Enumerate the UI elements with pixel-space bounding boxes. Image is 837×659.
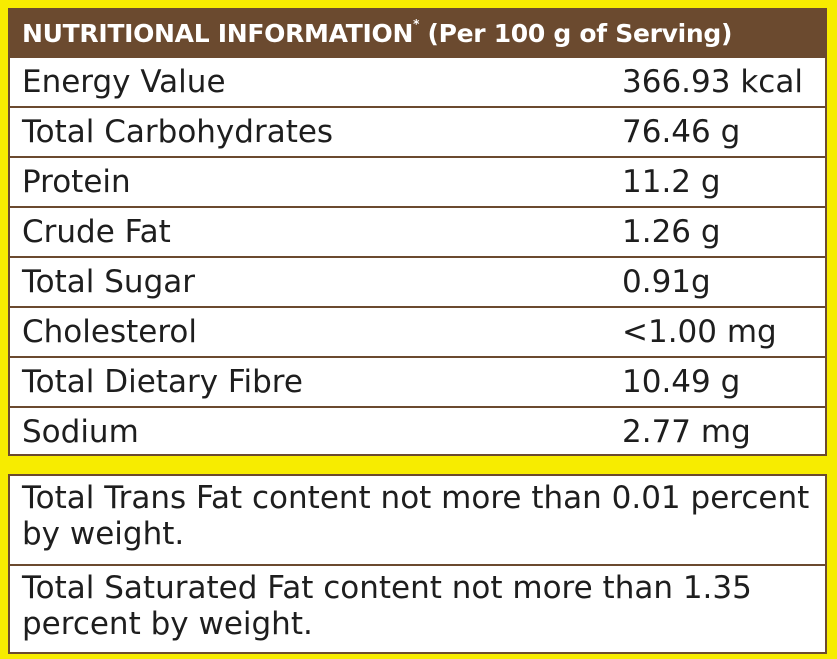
nutrient-name: Cholesterol: [22, 314, 197, 350]
table-row: Sodium 2.77 mg: [10, 406, 825, 456]
nutrient-value: 1.26 g: [622, 214, 721, 250]
nutrient-value: <1.00 mg: [622, 314, 777, 350]
table-row: Energy Value 366.93 kcal: [10, 56, 825, 106]
nutrition-table: NUTRITIONAL INFORMATION * (Per 100 g of S…: [8, 8, 827, 456]
nutrient-name: Protein: [22, 164, 131, 200]
nutrient-value: 10.49 g: [622, 364, 741, 400]
asterisk: *: [413, 17, 420, 31]
nutrient-name: Total Sugar: [22, 264, 195, 300]
table-subtitle: (Per 100 g of Serving): [427, 18, 733, 48]
nutrient-value: 11.2 g: [622, 164, 721, 200]
fat-notes-box: Total Trans Fat content not more than 0.…: [8, 474, 827, 654]
table-row: Total Carbohydrates 76.46 g: [10, 106, 825, 156]
nutrient-value: 366.93 kcal: [622, 64, 803, 100]
table-header: NUTRITIONAL INFORMATION * (Per 100 g of S…: [10, 10, 825, 56]
table-row: Cholesterol <1.00 mg: [10, 306, 825, 356]
nutrient-value: 76.46 g: [622, 114, 741, 150]
nutrient-value: 2.77 mg: [622, 414, 751, 450]
table-title: NUTRITIONAL INFORMATION: [22, 18, 414, 48]
trans-fat-note: Total Trans Fat content not more than 0.…: [22, 480, 810, 552]
nutrient-value: 0.91g: [622, 264, 711, 300]
nutrient-name: Sodium: [22, 414, 139, 450]
saturated-fat-note: Total Saturated Fat content not more tha…: [10, 564, 825, 652]
table-row: Crude Fat 1.26 g: [10, 206, 825, 256]
nutrient-name: Total Dietary Fibre: [22, 364, 303, 400]
table-row: Total Dietary Fibre 10.49 g: [10, 356, 825, 406]
table-row: Total Sugar 0.91g: [10, 256, 825, 306]
nutrient-name: Energy Value: [22, 64, 226, 100]
nutrient-name: Crude Fat: [22, 214, 171, 250]
nutrient-name: Total Carbohydrates: [22, 114, 334, 150]
table-row: Protein 11.2 g: [10, 156, 825, 206]
